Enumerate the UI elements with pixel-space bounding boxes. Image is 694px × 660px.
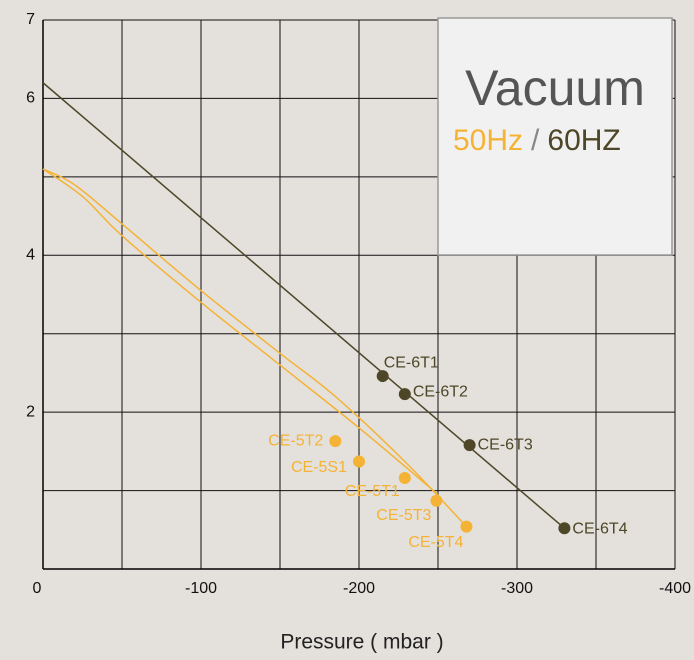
point-label: CE-5T4 — [408, 534, 463, 551]
point — [430, 494, 443, 507]
x-tick-label: -100 — [185, 580, 217, 597]
point — [398, 388, 411, 401]
point-label: CE-6T3 — [478, 436, 533, 453]
curve — [42, 168, 467, 528]
point — [353, 455, 365, 468]
x-axis-label: Pressure ( mbar ) — [280, 631, 443, 654]
point — [460, 520, 473, 533]
legend-entry: 60HZ — [547, 124, 620, 157]
point-label: CE-6T1 — [384, 354, 439, 371]
x-tick-label: 0 — [33, 580, 42, 597]
point-label: CE-5T1 — [345, 483, 400, 500]
y-tick-label: 7 — [26, 11, 35, 28]
point — [463, 439, 476, 452]
legend-separator: / — [531, 124, 540, 157]
legend: 50Hz/60HZ — [453, 124, 621, 157]
point-label: CE-5T3 — [376, 507, 431, 524]
y-tick-label: 6 — [26, 90, 35, 107]
point — [398, 472, 411, 485]
legend-box — [437, 17, 673, 256]
curve — [42, 82, 565, 529]
curve — [42, 168, 439, 496]
point-label: CE-6T2 — [413, 383, 468, 400]
point — [558, 522, 571, 535]
point-label: CE-5S1 — [291, 459, 347, 476]
point — [329, 435, 342, 448]
y-tick-label: 2 — [26, 403, 35, 420]
point-label: CE-6T4 — [572, 520, 627, 537]
x-tick-label: -200 — [343, 580, 375, 597]
y-tick-label: 4 — [26, 247, 35, 264]
marks: CE-5T2 CE-5S1 CE-5T1 CE-5T3 CE-5T4 CE-6T1 CE-6… — [42, 82, 628, 551]
legend-entry: 50Hz — [453, 124, 523, 157]
x-tick-label: -300 — [501, 580, 533, 597]
point-label: CE-5T2 — [268, 432, 323, 449]
x-tick-label: -400 — [659, 580, 691, 597]
legend-title: Vacuum — [465, 60, 645, 116]
point — [376, 370, 389, 383]
